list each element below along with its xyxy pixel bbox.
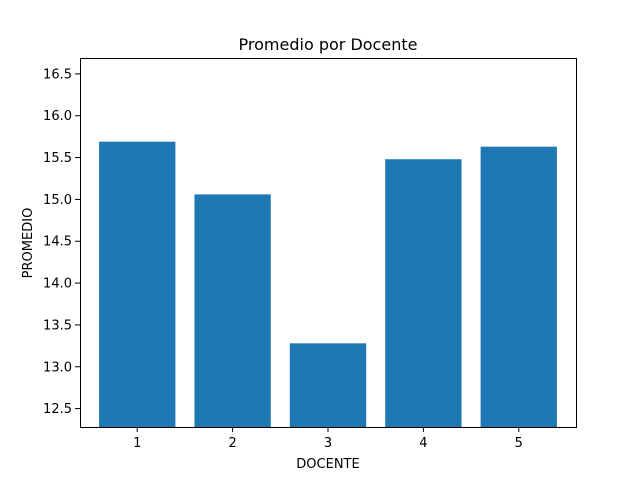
bar-docente-1 — [99, 141, 176, 428]
y-tick-label: 16.5 — [43, 67, 72, 82]
y-axis-ticks: 12.5 13.0 13.5 14.0 14.5 15.0 15.5 16.0 16.5 — [43, 67, 80, 417]
bar-docente-5 — [480, 146, 557, 427]
y-tick-label: 13.5 — [43, 318, 72, 333]
y-tick-label: 14.5 — [43, 235, 72, 250]
bar-docente-4 — [385, 159, 462, 428]
y-tick-label: 15.5 — [43, 151, 72, 166]
x-tick-label: 3 — [324, 436, 332, 451]
bar-docente-2 — [194, 194, 271, 427]
bars-group — [99, 141, 557, 428]
x-axis-label: DOCENTE — [296, 457, 359, 472]
x-tick-label: 5 — [515, 436, 523, 451]
x-tick-label: 2 — [228, 436, 236, 451]
plot-frame — [80, 58, 577, 428]
y-axis-label: PROMEDIO — [21, 208, 36, 279]
y-tick-label: 15.0 — [43, 193, 72, 208]
y-tick-label: 16.0 — [43, 109, 72, 124]
y-tick-label: 13.0 — [43, 360, 72, 375]
x-tick-label: 4 — [419, 436, 427, 451]
y-tick-label: 14.0 — [43, 277, 72, 292]
chart-title: Promedio por Docente — [239, 35, 418, 54]
x-tick-label: 1 — [133, 436, 141, 451]
bar-docente-3 — [289, 343, 367, 427]
y-tick-label: 12.5 — [43, 402, 72, 417]
